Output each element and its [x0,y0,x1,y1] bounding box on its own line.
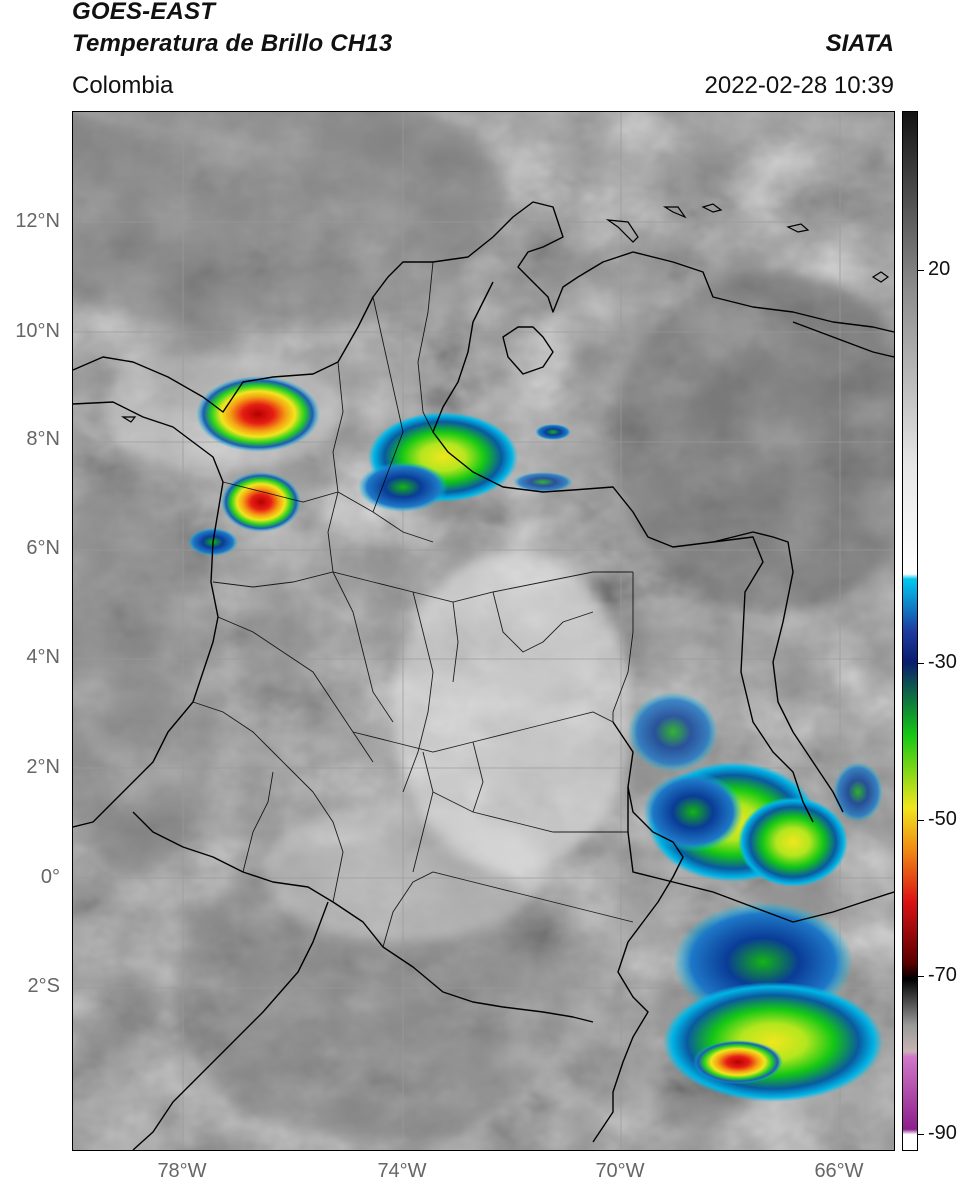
lon-label: 78°W [157,1160,207,1182]
colorbar-label: -30 [928,651,957,673]
lon-label: 66°W [814,1160,864,1182]
title-satellite: GOES-EAST [72,0,216,25]
lon-label: 70°W [595,1160,645,1182]
lat-label: 10°N [15,320,60,342]
lat-label: 0° [40,866,60,888]
country-borders [73,201,894,1150]
colorbar-label: -70 [928,964,957,986]
colorbar-tick [918,976,924,977]
colorbar-tick [918,663,924,664]
lat-label: 12°N [15,210,60,232]
colorbar-label: -90 [928,1122,957,1144]
lat-label: 8°N [26,428,60,450]
title-product: Temperatura de Brillo CH13 [72,30,393,57]
islands [120,203,890,423]
lon-label: 74°W [377,1160,427,1182]
lat-label: 6°N [26,537,60,559]
colorbar [902,111,918,1151]
department-borders [192,261,634,948]
brand-label: SIATA [825,30,894,57]
colorbar-tick [918,1134,924,1135]
colorbar-tick [918,820,924,821]
colorbar-tick [918,270,924,271]
timestamp-label: 2022-02-28 10:39 [704,72,895,99]
colorbar-label: 20 [928,258,951,280]
convective-cells [188,376,883,1102]
lat-label: 4°N [26,646,60,668]
satellite-map[interactable] [72,111,895,1151]
lat-label: 2°S [27,975,60,997]
colorbar-label: -50 [928,808,957,830]
map-canvas [73,112,894,1150]
region-label: Colombia [72,72,174,99]
lat-label: 2°N [26,756,60,778]
